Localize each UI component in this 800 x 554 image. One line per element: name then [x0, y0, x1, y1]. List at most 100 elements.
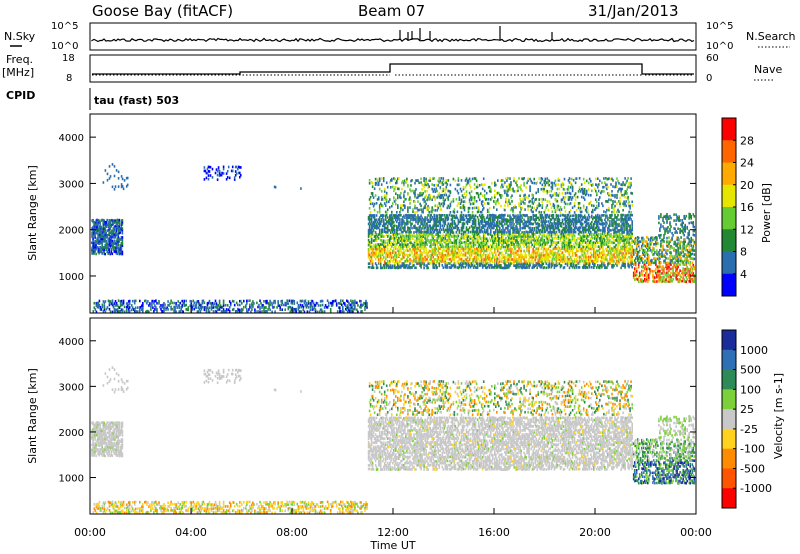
power-cell: [300, 300, 303, 303]
power-cell: [568, 216, 571, 219]
nsky-trace: [91, 37, 695, 43]
power-cell: [563, 243, 566, 247]
power-cell: [451, 218, 454, 222]
power-cell: [121, 303, 124, 307]
power-cell: [247, 299, 249, 303]
power-cell: [540, 266, 543, 269]
power-cell: [415, 249, 417, 253]
power-cell: [450, 235, 453, 238]
power-cell: [118, 221, 121, 224]
power-cell: [444, 264, 447, 267]
power-cell: [615, 232, 617, 236]
power-cell: [407, 222, 409, 225]
power-cell: [476, 262, 479, 265]
power-cell: [548, 265, 551, 269]
power-cell: [118, 223, 121, 226]
power-cell: [623, 229, 625, 232]
power-cell: [441, 259, 444, 263]
power-cell: [216, 306, 219, 309]
power-cell: [341, 303, 343, 307]
power-cell: [453, 255, 456, 259]
power-cell: [376, 232, 379, 236]
power-cell: [624, 214, 626, 217]
power-cell: [565, 216, 568, 220]
power-cell: [434, 228, 436, 232]
power-cell: [95, 231, 97, 235]
power-cell: [602, 237, 604, 241]
power-cell: [350, 310, 352, 313]
power-cell: [103, 229, 105, 232]
power-cell: [579, 255, 582, 259]
power-cell: [501, 224, 503, 227]
power-cell: [412, 214, 414, 217]
power-cell: [449, 230, 452, 234]
power-cell: [266, 310, 268, 313]
power-cell: [384, 253, 387, 256]
power-cell: [98, 242, 100, 245]
power-cell: [435, 241, 437, 244]
power-cell: [203, 308, 206, 312]
power-cell: [121, 231, 124, 235]
power-cell: [109, 240, 111, 243]
power-cell: [572, 222, 575, 225]
power-cell: [449, 224, 452, 228]
power-cell: [597, 216, 599, 219]
power-cell: [137, 310, 139, 313]
power-cell: [437, 258, 439, 261]
power-cell: [494, 235, 496, 238]
power-cell: [392, 233, 394, 236]
power-cell: [369, 200, 372, 203]
power-cell: [509, 232, 511, 236]
power-cell: [507, 218, 509, 222]
power-cell: [521, 253, 523, 257]
power-cell: [434, 253, 436, 256]
power-cell: [450, 214, 453, 217]
power-cell: [541, 226, 544, 229]
power-cell: [571, 237, 574, 241]
power-cell: [367, 256, 370, 259]
power-cell: [120, 229, 123, 232]
power-cell: [215, 306, 218, 309]
power-cell: [109, 227, 111, 230]
power-cell: [473, 230, 476, 234]
power-cell: [197, 310, 200, 313]
power-cell: [268, 306, 270, 309]
power-cell: [286, 302, 288, 305]
power-cell: [96, 231, 98, 235]
power-cell: [481, 264, 484, 267]
power-cell: [436, 253, 438, 257]
power-cell: [588, 255, 591, 259]
power-cell: [616, 215, 618, 219]
power-cell: [528, 251, 530, 255]
power-cell: [118, 224, 121, 228]
power-cell: [239, 171, 241, 175]
power-cell: [586, 228, 589, 232]
power-cell: [449, 228, 452, 232]
power-cell: [298, 306, 301, 309]
power-cell: [607, 232, 609, 236]
power-cell: [512, 243, 514, 246]
power-cell: [568, 251, 571, 254]
power-cell: [152, 306, 154, 309]
power-cell: [392, 229, 394, 232]
power-cell: [92, 240, 94, 243]
power-cell: [540, 214, 543, 217]
power-cell: [431, 228, 433, 232]
power-cell: [568, 243, 571, 247]
power-cell: [346, 299, 348, 303]
power-cell: [158, 300, 160, 303]
power-cell: [543, 247, 546, 250]
power-cell: [482, 226, 485, 229]
power-cell: [569, 245, 572, 249]
power-cell: [402, 253, 404, 257]
power-cell: [388, 253, 390, 257]
power-cell: [356, 301, 358, 305]
power-cell: [587, 259, 590, 263]
power-cell: [579, 240, 582, 244]
power-cell: [582, 245, 585, 249]
power-cell: [397, 216, 399, 220]
power-cell: [433, 262, 435, 265]
power-cell: [218, 308, 221, 311]
power-cell: [464, 230, 467, 234]
power-cell: [113, 229, 116, 232]
